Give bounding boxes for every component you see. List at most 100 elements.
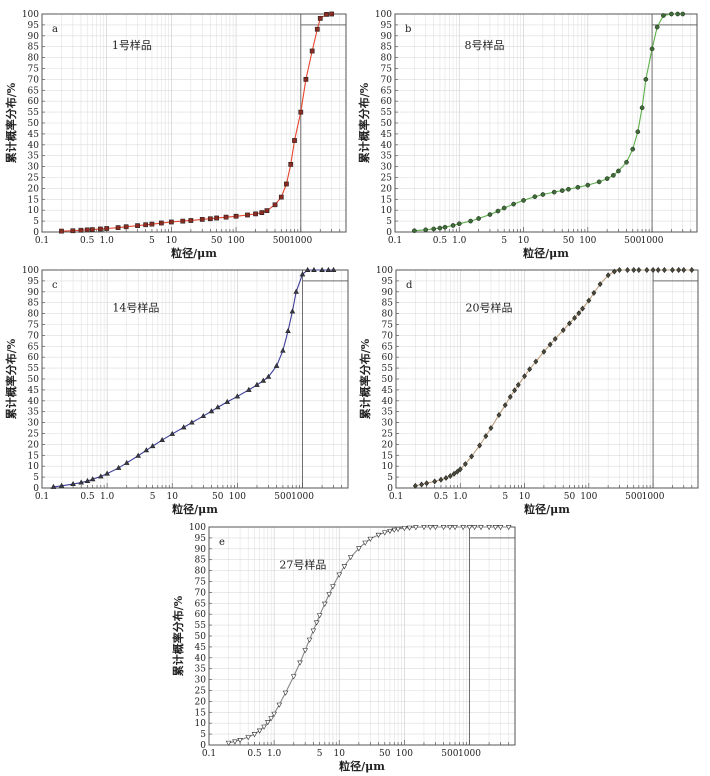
y-tick-label: 45 <box>381 130 393 140</box>
y-tick-label: 15 <box>382 451 394 461</box>
data-point <box>254 381 260 387</box>
data-point <box>143 447 150 453</box>
data-point <box>232 739 238 745</box>
x-tick-label: 100 <box>227 236 244 246</box>
data-point <box>522 373 527 380</box>
data-point <box>447 473 453 479</box>
data-point <box>406 525 413 531</box>
x-tick-label: 500 <box>274 492 291 502</box>
chart-panel-e: 0510152025303540455055606570758085909510… <box>171 523 516 773</box>
data-point <box>245 212 250 218</box>
data-point <box>341 564 348 570</box>
data-point <box>273 362 280 368</box>
x-tick-label: 5 <box>501 236 507 246</box>
data-point <box>423 227 429 233</box>
data-point <box>413 525 419 531</box>
data-point <box>669 267 675 273</box>
y-tick-label: 65 <box>195 599 207 609</box>
data-point <box>567 320 572 327</box>
y-tick-label: 95 <box>382 277 394 287</box>
y-tick-label: 40 <box>195 654 207 664</box>
y-tick-label: 10 <box>195 719 207 729</box>
grid <box>41 269 349 489</box>
data-point <box>169 219 174 225</box>
data-point <box>616 168 621 174</box>
data-point <box>299 271 306 277</box>
x-tick-label: 500 <box>624 236 641 246</box>
data-point <box>419 481 425 488</box>
data-point <box>669 11 674 17</box>
x-tick-label: 100 <box>579 236 596 246</box>
data-point <box>208 408 215 414</box>
data-point <box>541 348 547 355</box>
chart-panel-d: 0510152025303540455055606570758085909510… <box>358 266 699 516</box>
data-point <box>246 386 252 392</box>
y-tick-label: 100 <box>189 523 206 533</box>
data-point <box>223 214 229 220</box>
data-point <box>149 443 156 449</box>
data-point <box>624 159 629 165</box>
data-point <box>443 475 449 481</box>
x-tick-label: 0.5 <box>434 492 449 502</box>
data-point <box>233 213 239 219</box>
data-point <box>290 674 297 680</box>
x-tick-label: 0.1 <box>388 236 402 246</box>
data-point <box>115 464 122 470</box>
data-point <box>483 433 489 440</box>
x-tick-label: 0.5 <box>80 236 95 246</box>
y-tick-label: 35 <box>28 408 40 418</box>
y-tick-label: 95 <box>28 277 40 287</box>
x-axis-title: 粒径/μm <box>523 246 569 260</box>
data-point <box>477 442 483 449</box>
y-tick-label: 85 <box>382 299 394 309</box>
panel-letter: e <box>219 537 225 548</box>
y-tick-label: 25 <box>382 430 394 440</box>
sample-label: 14号样品 <box>112 300 159 314</box>
x-tick-label: 1000 <box>641 236 664 246</box>
y-tick-label: 5 <box>200 730 206 740</box>
data-point <box>234 393 241 399</box>
y-tick-label: 85 <box>28 299 40 309</box>
x-tick-label: 5 <box>149 236 155 246</box>
data-point <box>471 525 478 531</box>
data-point <box>98 473 104 479</box>
data-point <box>401 526 408 532</box>
data-point <box>511 201 516 207</box>
y-tick-label: 25 <box>381 174 393 184</box>
data-point <box>661 267 667 273</box>
x-tick-label: 1000 <box>642 492 665 502</box>
data-point <box>655 267 661 273</box>
y-tick-label: 35 <box>195 665 207 675</box>
data-point <box>104 226 110 231</box>
x-tick-label: 0.1 <box>35 236 49 246</box>
data-point <box>289 308 296 314</box>
data-point <box>497 525 504 531</box>
data-point <box>611 172 616 178</box>
data-point <box>512 387 518 394</box>
y-tick-label: 5 <box>33 217 39 227</box>
data-point <box>298 109 304 115</box>
data-point <box>644 267 650 273</box>
y-tick-label: 100 <box>22 266 39 276</box>
y-tick-label: 75 <box>195 578 207 588</box>
data-point <box>635 129 641 135</box>
data-point <box>586 297 592 304</box>
x-tick-label: 5 <box>150 492 156 502</box>
data-point <box>540 192 546 197</box>
data-point <box>438 476 444 483</box>
y-tick-label: 40 <box>382 397 394 407</box>
data-point <box>689 267 695 273</box>
data-point <box>50 483 57 489</box>
data-point <box>123 459 130 465</box>
data-point <box>451 470 457 477</box>
x-tick-label: 500 <box>625 492 642 502</box>
x-tick-label: 500 <box>273 236 290 246</box>
y-tick-label: 85 <box>28 43 40 53</box>
data-point <box>200 412 207 419</box>
y-tick-label: 70 <box>382 331 394 341</box>
data-point <box>367 536 374 542</box>
y-tick-label: 80 <box>195 567 207 577</box>
data-point <box>437 225 443 231</box>
data-point <box>424 480 430 487</box>
